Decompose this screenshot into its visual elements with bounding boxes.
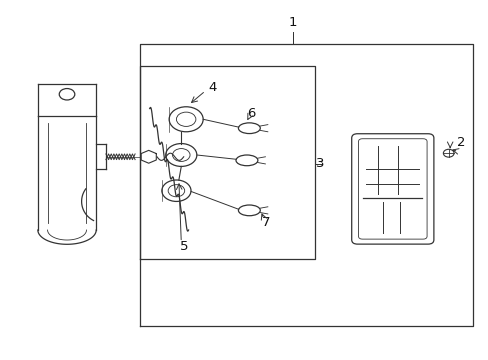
Text: 1: 1 [288,16,297,29]
Text: 4: 4 [208,81,217,94]
Text: 7: 7 [262,216,270,229]
Text: 2: 2 [456,136,464,149]
Text: 3: 3 [315,157,324,170]
Text: 6: 6 [247,107,255,120]
Text: 5: 5 [179,240,187,253]
